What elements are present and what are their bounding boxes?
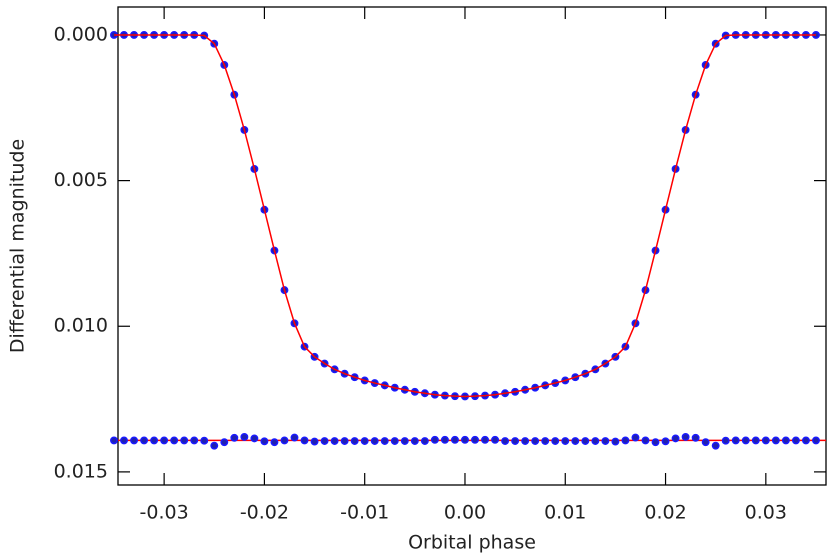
data-point: [451, 435, 459, 444]
data-point: [581, 437, 590, 445]
data-point: [561, 437, 570, 445]
data-point: [250, 434, 259, 443]
data-point: [791, 436, 800, 445]
data-point: [160, 436, 169, 445]
data-point: [120, 436, 128, 445]
data-point: [200, 436, 209, 445]
data-point: [671, 434, 680, 443]
data-point: [731, 436, 740, 445]
data-point: [380, 437, 389, 445]
y-axis-label: Differential magnitude: [7, 139, 29, 353]
data-point: [150, 436, 159, 445]
data-point: [761, 436, 770, 445]
data-point: [812, 436, 820, 445]
x-tick-label: -0.02: [240, 502, 289, 524]
data-point: [440, 435, 449, 444]
data-point: [651, 438, 660, 447]
data-point: [741, 436, 750, 445]
data-point: [471, 435, 479, 444]
data-point: [661, 437, 670, 446]
data-point: [591, 437, 600, 445]
data-point: [410, 437, 419, 445]
data-point: [280, 436, 289, 445]
data-point: [210, 441, 219, 450]
x-tick-label: 0.01: [544, 502, 586, 524]
data-point: [230, 433, 239, 442]
data-point: [571, 437, 580, 445]
data-point: [350, 437, 359, 445]
data-point: [360, 437, 369, 445]
data-point: [611, 437, 620, 446]
y-tick-label: 0.010: [54, 315, 108, 337]
data-point: [491, 435, 500, 444]
data-point: [551, 437, 560, 445]
data-point: [631, 433, 640, 442]
data-point: [601, 437, 610, 445]
x-axis-label: Orbital phase: [408, 532, 536, 554]
data-point: [721, 436, 730, 445]
data-point: [781, 436, 790, 445]
x-tick-label: 0.00: [444, 502, 486, 524]
x-tick-label: 0.02: [644, 502, 686, 524]
data-point: [310, 437, 319, 446]
data-point: [481, 435, 489, 444]
data-point: [240, 432, 249, 441]
data-point: [140, 436, 149, 445]
y-tick-label: 0.005: [54, 169, 108, 191]
model-line: [113, 34, 816, 398]
data-point: [531, 437, 540, 445]
data-point: [370, 437, 379, 445]
data-point: [320, 437, 329, 445]
data-point: [180, 436, 189, 445]
data-point: [110, 436, 118, 445]
data-point: [701, 438, 710, 447]
data-point: [430, 435, 439, 444]
data-point: [641, 436, 650, 445]
y-tick-label: 0.015: [54, 460, 108, 482]
data-point: [461, 435, 469, 444]
data-point: [521, 437, 530, 445]
data-point: [220, 438, 229, 447]
data-point: [681, 432, 690, 441]
data-point: [130, 436, 138, 445]
data-point: [300, 436, 309, 445]
data-point: [270, 438, 279, 447]
data-point: [330, 437, 339, 445]
data-point: [260, 437, 269, 446]
x-tick-label: -0.01: [340, 502, 389, 524]
data-point: [621, 436, 630, 445]
data-point: [420, 437, 429, 445]
data-point: [711, 441, 720, 450]
data-point: [801, 436, 810, 445]
data-point: [541, 437, 550, 445]
y-tick-label: 0.000: [54, 23, 108, 45]
data-point: [290, 433, 299, 442]
plot-frame: [117, 6, 827, 486]
data-point: [501, 437, 510, 445]
data-point: [751, 436, 760, 445]
x-tick-label: -0.03: [140, 502, 189, 524]
data-point: [771, 436, 780, 445]
data-point: [390, 437, 399, 445]
data-point: [400, 437, 409, 445]
x-tick-label: 0.03: [745, 502, 787, 524]
data-point: [340, 437, 349, 445]
data-point: [190, 436, 199, 445]
data-point: [691, 433, 700, 442]
data-point: [511, 437, 520, 445]
data-point: [170, 436, 179, 445]
